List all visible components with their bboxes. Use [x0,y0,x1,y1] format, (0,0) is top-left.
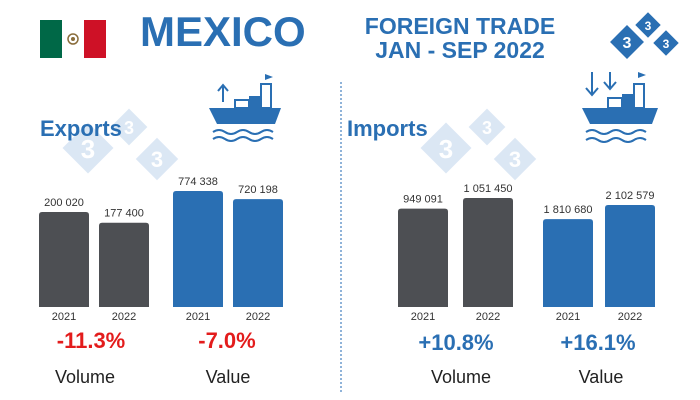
watermark-logo-left: 3 3 3 [62,108,179,181]
exports-value-category-label-2021: 2021 [186,311,210,323]
svg-text:3: 3 [439,134,453,164]
country-title: MEXICO [140,8,306,55]
exports-value-bar-2021 [173,191,223,307]
exports-volume-bar-2022 [99,222,149,307]
exports-volume-value-label-2021: 200 020 [44,197,84,209]
imports-volume-change: +10.8% [418,330,494,355]
brand-logo: 3 3 3 [610,12,679,59]
svg-text:3: 3 [482,118,492,138]
svg-text:3: 3 [645,19,652,33]
imports-value-bar-2021 [543,219,593,307]
exports-value-category-label-2022: 2022 [246,311,270,323]
imports-value-value-label-2021: 1 810 680 [544,204,593,216]
exports-volume-bar-2021 [39,212,89,307]
section-divider [340,82,342,392]
svg-text:3: 3 [663,37,670,51]
logo-diamond-right: 3 [653,30,679,56]
exports-volume-category-label-2022: 2022 [112,311,136,323]
mexico-flag-icon [40,20,106,58]
exports-volume-label: Volume [54,367,116,387]
imports-value-change: +16.1% [560,330,636,355]
exports-value-label: Value [205,367,251,387]
svg-text:3: 3 [623,35,632,52]
exports-value-change: -7.0% [198,328,256,353]
imports-volume-value-label-2021: 949 091 [403,194,443,206]
exports-volume-value-label-2022: 177 400 [104,208,144,220]
imports-value-label: Value [578,367,624,387]
svg-text:3: 3 [509,147,521,172]
exports-volume-category-label-2021: 2021 [52,311,76,323]
svg-text:3: 3 [151,147,163,172]
svg-text:3: 3 [124,118,134,138]
imports-value-category-label-2022: 2022 [618,311,642,323]
imports-value-value-label-2022: 2 102 579 [606,190,655,202]
exports-value-value-label-2022: 720 198 [238,184,278,196]
svg-text:3: 3 [81,134,95,164]
imports-title: Imports [347,116,428,141]
export-ship-icon [209,74,281,142]
report-title: FOREIGN TRADE JAN - SEP 2022 [340,14,580,62]
imports-volume-bar-2021 [398,208,448,307]
imports-volume-category-label-2021: 2021 [411,311,435,323]
import-ship-icon [582,72,658,143]
imports-volume-bar-2022 [463,198,513,307]
imports-volume-category-label-2022: 2022 [476,311,500,323]
imports-value-bar-2022 [605,205,655,307]
exports-volume-change: -11.3% [56,328,126,353]
report-title-line1: FOREIGN TRADE [364,13,556,39]
watermark-logo-right: 3 3 3 [420,108,537,181]
logo-diamond-top: 3 [635,12,661,38]
exports-title: Exports [40,116,122,141]
exports-value-bar-2022 [233,199,283,307]
exports-value-value-label-2021: 774 338 [178,176,218,188]
imports-value-category-label-2021: 2021 [556,311,580,323]
imports-volume-value-label-2022: 1 051 450 [464,183,513,195]
report-title-line2: JAN - SEP 2022 [375,37,545,63]
imports-volume-label: Volume [430,367,492,387]
